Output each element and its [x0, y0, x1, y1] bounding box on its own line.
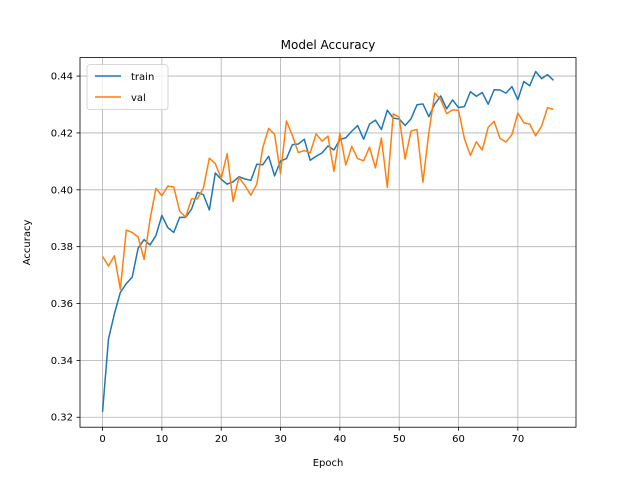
y-tick-label: 0.44	[51, 72, 73, 83]
y-tick-label: 0.34	[51, 356, 73, 367]
x-tick-label: 20	[215, 434, 228, 445]
x-tick-label: 0	[99, 434, 105, 445]
plot-frame	[79, 57, 577, 428]
y-axis-ticks: 0.32 0.34 0.36 0.38 0.40 0.42 0.44	[51, 72, 80, 424]
x-tick-label: 50	[393, 434, 406, 445]
x-tick-label: 70	[511, 434, 524, 445]
x-axis-label: Epoch	[313, 458, 344, 469]
series-line-train	[101, 70, 554, 412]
legend-label-val: val	[131, 93, 146, 104]
grid	[80, 57, 576, 428]
x-tick-label: 60	[452, 434, 465, 445]
legend-label-train: train	[131, 72, 154, 83]
y-tick-label: 0.40	[51, 185, 73, 196]
x-axis-ticks: 0 10 20 30 40 50 60 70	[99, 427, 524, 445]
chart-title: Model Accuracy	[281, 38, 376, 52]
series-line-val	[101, 92, 554, 291]
legend-box	[86, 64, 169, 110]
y-tick-label: 0.36	[51, 299, 73, 310]
x-tick-label: 10	[156, 434, 169, 445]
x-tick-label: 40	[333, 434, 346, 445]
y-axis-label: Accuracy	[22, 219, 33, 265]
y-tick-label: 0.32	[51, 413, 73, 424]
y-tick-label: 0.42	[51, 128, 73, 139]
legend: train val	[86, 64, 169, 110]
series-lines	[101, 70, 554, 412]
y-tick-label: 0.38	[51, 242, 73, 253]
x-tick-label: 30	[274, 434, 287, 445]
